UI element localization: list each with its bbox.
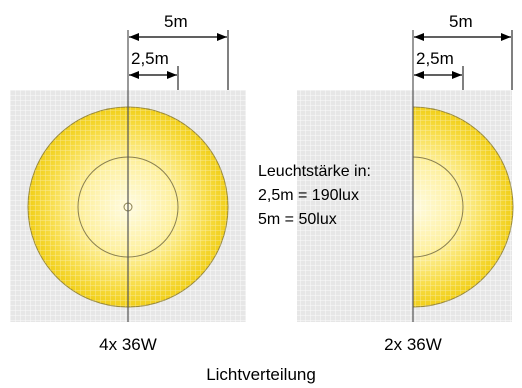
info-line-3: 5m = 50lux — [258, 211, 337, 228]
illuminance-info: Leuchtstärke in: 2,5m = 190lux 5m = 50lu… — [258, 163, 371, 228]
footer-title: Lichtverteilung — [206, 365, 316, 384]
left-outer-arrow-right — [217, 33, 227, 41]
left-outer-arrow-left — [129, 33, 139, 41]
right-caption: 2x 36W — [384, 335, 442, 354]
right-diagram: 5m 2,5m 2x 36W — [297, 12, 514, 354]
left-dim-inner-label: 2,5m — [131, 49, 169, 68]
left-dim-outer-label: 5m — [164, 12, 188, 31]
right-outer-arrow-left — [414, 33, 424, 41]
right-inner-halfcircle — [413, 156, 464, 258]
left-caption: 4x 36W — [99, 335, 157, 354]
right-outer-arrow-right — [501, 33, 511, 41]
left-inner-arrow-left — [129, 71, 139, 79]
left-inner-arrow-right — [167, 71, 177, 79]
right-inner-arrow-right — [452, 71, 462, 79]
info-line-1: Leuchtstärke in: — [258, 163, 371, 180]
left-diagram: 5m 2,5m 4x 36W — [10, 12, 246, 354]
right-inner-arrow-left — [414, 71, 424, 79]
right-dim-outer-label: 5m — [449, 12, 473, 31]
right-dim-inner-label: 2,5m — [416, 49, 454, 68]
info-line-2: 2,5m = 190lux — [258, 187, 359, 204]
